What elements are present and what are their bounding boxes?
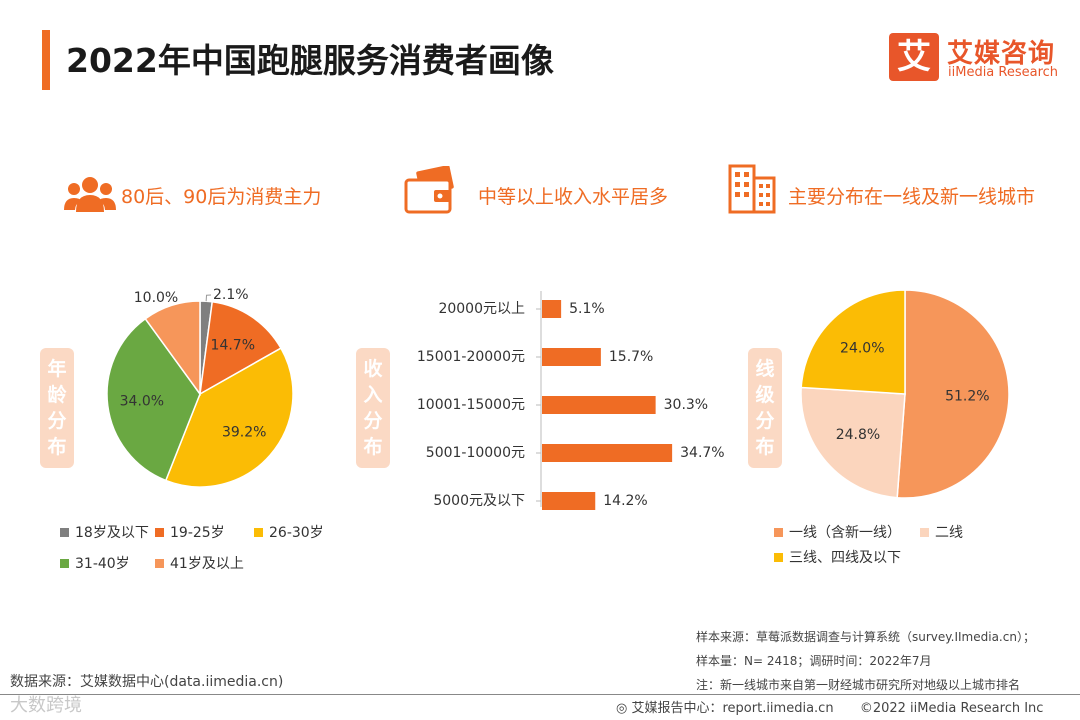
- legend-swatch: [254, 527, 263, 537]
- legend-swatch: [60, 558, 69, 568]
- brand-name-cn: 艾媒咨询: [947, 39, 1056, 69]
- headline-city: 主要分布在一线及新一线城市: [788, 186, 1036, 208]
- y-tick-label: 15001-20000元: [417, 349, 525, 365]
- bar-data-label: 30.3%: [664, 397, 708, 413]
- legend-item: 41岁及以上: [155, 553, 244, 573]
- city-pie-chart: 51.2% 24.8% 24.0%: [800, 289, 1010, 499]
- y-tick-label: 5000元及以下: [433, 493, 525, 509]
- legend-swatch: [60, 527, 69, 537]
- income-bar-chart: 20000元以上 5.1% 15001-20000元 15.7% 10001-15000…: [417, 291, 725, 510]
- brand-logo-mark: 艾: [889, 33, 939, 81]
- pie-slice: [199, 300, 282, 396]
- pie-slice: [106, 317, 201, 482]
- pie-data-label: 14.7%: [211, 337, 255, 353]
- age-legend: 18岁及以下 19-25岁 26-30岁 31-40岁 41岁及以上: [60, 522, 360, 572]
- income-section-label: 收入分布: [356, 348, 390, 468]
- copyright-text: ©2022 iiMedia Research Inc: [859, 701, 1044, 716]
- pie-data-label: 10.0%: [134, 290, 178, 306]
- y-tick-label: 5001-10000元: [426, 445, 525, 461]
- income-bar: [542, 300, 562, 318]
- legend-swatch: [920, 527, 929, 537]
- city-tier-note: 注：新一线城市来自第一财经城市研究所对地级以上城市排名: [696, 678, 1021, 692]
- data-source: 数据来源：艾媒数据中心(data.iimedia.cn): [10, 674, 284, 690]
- bar-data-label: 5.1%: [569, 301, 605, 317]
- sample-source-note: 样本来源：草莓派数据调查与计算系统（survey.IImedia.cn）；: [696, 630, 1035, 644]
- page-title: 2022年中国跑腿服务消费者画像: [66, 41, 554, 80]
- legend-item: 31-40岁: [60, 553, 130, 573]
- legend-item: 18岁及以下: [60, 522, 149, 542]
- legend-swatch: [155, 558, 164, 568]
- pie-data-label: 24.8%: [836, 427, 880, 443]
- pie-slice: [800, 386, 906, 499]
- city-legend: 一线（含新一线） 二线 三线、四线及以下: [774, 522, 1064, 572]
- income-bar: [542, 492, 596, 510]
- headline-income: 中等以上收入水平居多: [478, 186, 669, 208]
- legend-item: 19-25岁: [155, 522, 225, 542]
- pie-slice: [144, 300, 201, 397]
- pie-slice: [896, 289, 1010, 499]
- footer-divider: [0, 694, 1080, 695]
- legend-item: 三线、四线及以下: [774, 547, 901, 567]
- y-tick-label: 20000元以上: [438, 301, 525, 317]
- income-bar: [542, 348, 601, 366]
- legend-item: 二线: [920, 522, 963, 542]
- globe-icon: ◎: [616, 701, 628, 716]
- legend-swatch: [774, 552, 783, 562]
- pie-data-label: 2.1%: [213, 287, 249, 303]
- title-accent-bar: [42, 30, 50, 90]
- city-section-label: 线级分布: [748, 348, 782, 468]
- age-section-label: 年龄分布: [40, 348, 74, 468]
- pie-data-label: 51.2%: [945, 388, 989, 404]
- pie-slice: [800, 289, 906, 395]
- bar-data-label: 14.2%: [603, 493, 647, 509]
- pie-data-label: 24.0%: [840, 341, 884, 357]
- income-bar: [542, 444, 673, 462]
- legend-swatch: [774, 527, 783, 537]
- headline-age: 80后、90后为消费主力: [121, 186, 322, 208]
- legend-item: 一线（含新一线）: [774, 522, 901, 542]
- brand-name-en: iiMedia Research: [948, 65, 1059, 80]
- sample-size-note: 样本量：N= 2418；调研时间：2022年7月: [696, 654, 932, 668]
- report-center-link[interactable]: 艾媒报告中心：report.iimedia.cn: [631, 701, 834, 716]
- footer-right: ◎ 艾媒报告中心：report.iimedia.cn ©2022 iiMedia…: [616, 697, 1043, 716]
- income-bar: [542, 396, 656, 414]
- pie-data-label: 39.2%: [222, 424, 266, 440]
- age-pie-chart: 2.1% 14.7% 39.2% 34.0% 10.0%: [106, 287, 294, 488]
- legend-swatch: [155, 527, 164, 537]
- pie-slice: [164, 347, 294, 488]
- bar-data-label: 34.7%: [680, 445, 724, 461]
- watermark-text: 大数跨境: [10, 695, 82, 716]
- y-tick-label: 10001-15000元: [417, 397, 525, 413]
- pie-data-label: 34.0%: [120, 393, 164, 409]
- wallet-icon: [404, 166, 454, 214]
- legend-item: 26-30岁: [254, 522, 324, 542]
- label-leader-line: [205, 294, 212, 302]
- people-icon: [64, 177, 116, 212]
- bar-data-label: 15.7%: [609, 349, 653, 365]
- buildings-icon: [728, 164, 776, 214]
